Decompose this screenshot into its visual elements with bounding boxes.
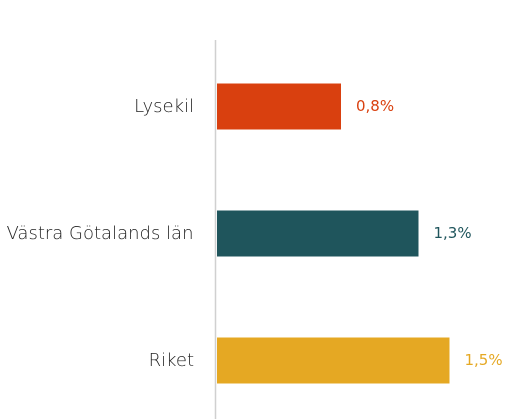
bar bbox=[217, 337, 450, 384]
bar bbox=[217, 83, 341, 130]
bar bbox=[217, 210, 419, 257]
value-label: 0,8% bbox=[356, 97, 394, 115]
value-label: 1,5% bbox=[465, 351, 503, 369]
value-label: 1,3% bbox=[434, 224, 472, 242]
category-label: Västra Götalands län bbox=[6, 222, 194, 244]
category-label: Lysekil bbox=[134, 95, 194, 117]
category-label: Riket bbox=[148, 349, 194, 371]
